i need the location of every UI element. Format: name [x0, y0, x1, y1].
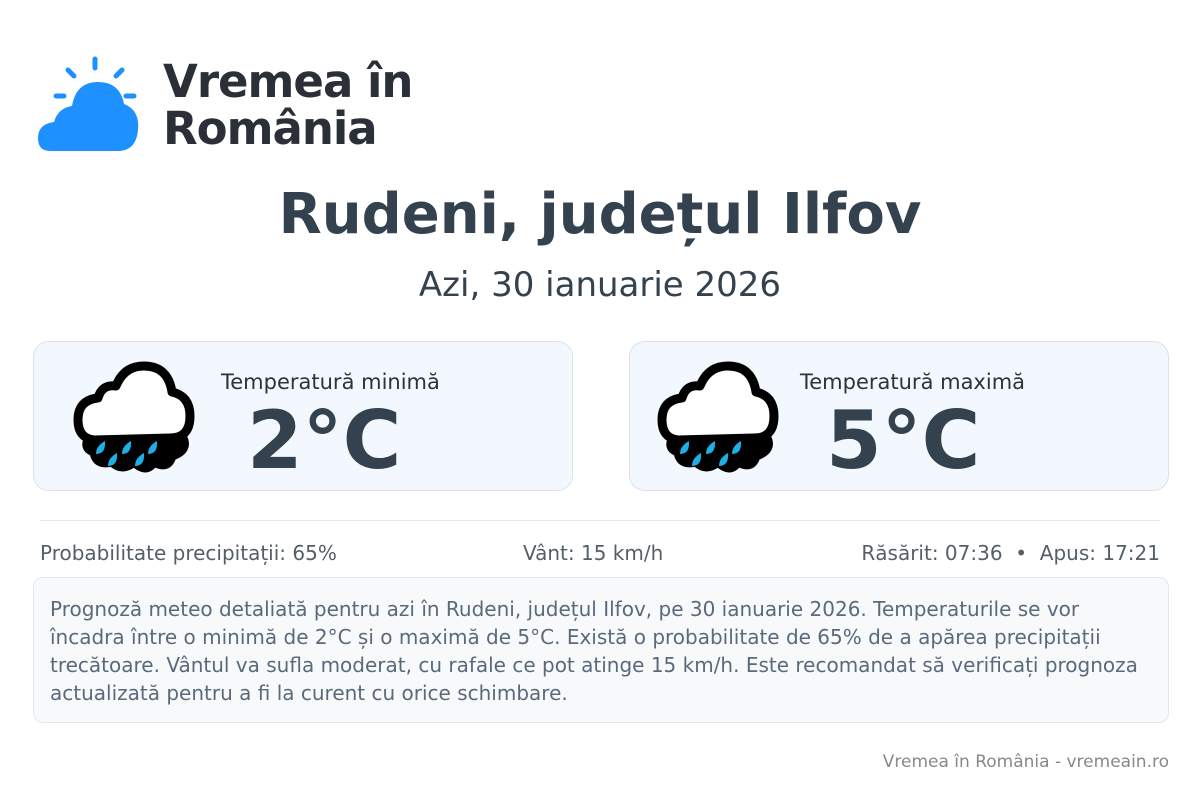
wind-info: Vânt: 15 km/h [523, 541, 664, 565]
footer-credit: Vremea în România - vremeain.ro [882, 752, 1169, 772]
brand-line2: România [163, 102, 378, 155]
page-title: Rudeni, județul Ilfov [278, 182, 922, 247]
brand-logo-text: Vremea în România [163, 55, 413, 155]
brand-line1: Vremea în [163, 55, 413, 108]
rain-cloud-icon [73, 361, 195, 473]
max-temp-value: 5°C [826, 394, 981, 487]
date-subtitle: Azi, 30 ianuarie 2026 [418, 265, 782, 305]
sun-times-info: Răsărit: 07:36 • Apus: 17:21 [861, 541, 1160, 565]
rain-cloud-icon [657, 361, 779, 473]
divider [40, 520, 1160, 521]
sun-behind-cloud-icon [38, 56, 139, 151]
max-temp-card: Temperatură maximă 5°C [629, 341, 1169, 491]
min-temp-label: Temperatură minimă [221, 370, 440, 394]
min-temp-card: Temperatură minimă 2°C [33, 341, 573, 491]
min-temp-value: 2°C [247, 394, 402, 487]
precipitation-info: Probabilitate precipitații: 65% [40, 541, 337, 565]
forecast-description: Prognoză meteo detaliată pentru azi în R… [33, 577, 1169, 723]
max-temp-label: Temperatură maximă [800, 370, 1026, 394]
